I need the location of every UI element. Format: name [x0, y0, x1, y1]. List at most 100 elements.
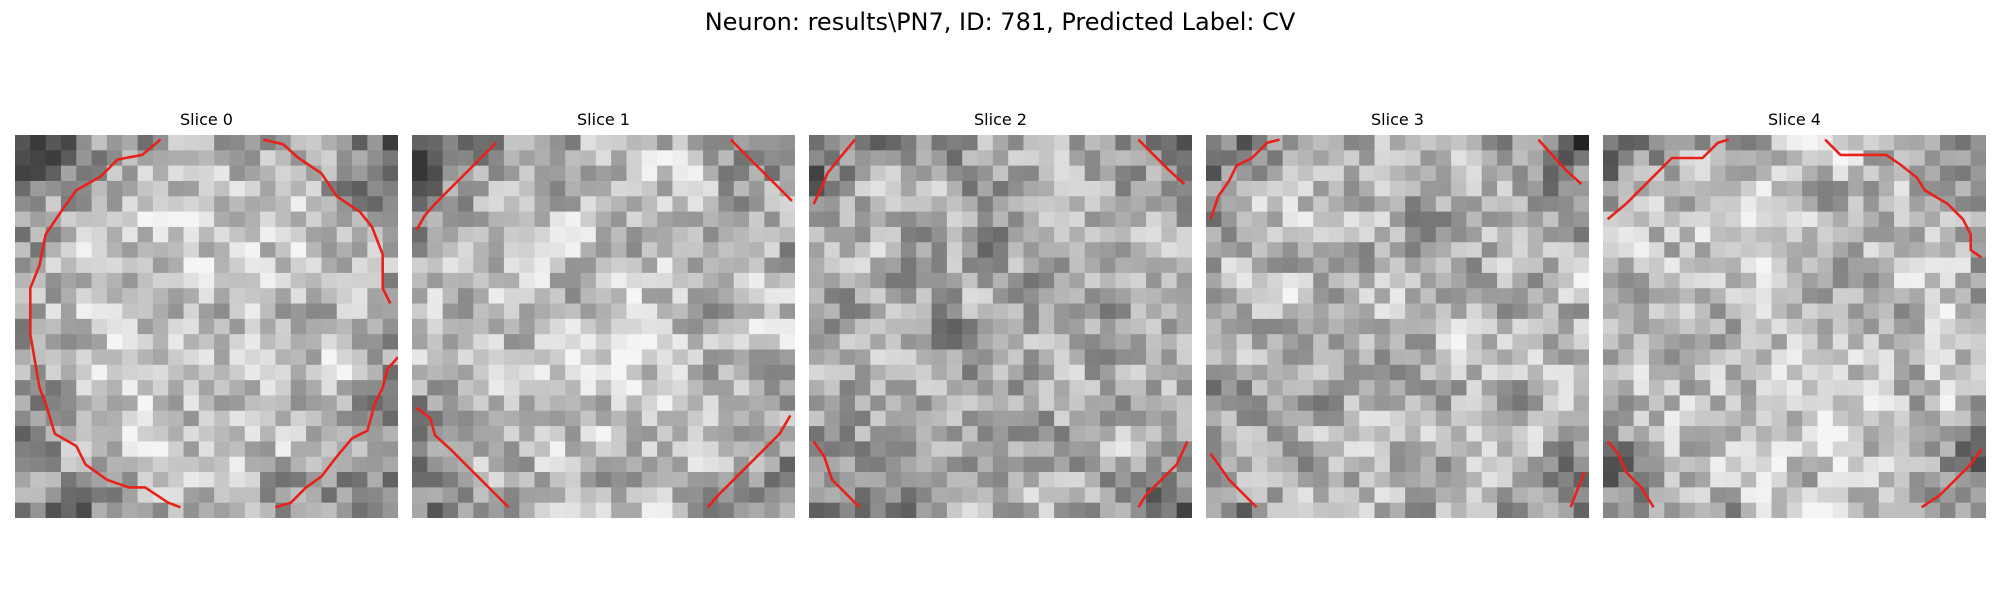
image-pixel — [657, 395, 674, 412]
image-pixel — [1466, 502, 1483, 518]
image-pixel — [1236, 257, 1253, 274]
image-pixel — [1802, 226, 1819, 243]
image-pixel — [1786, 334, 1803, 351]
image-pixel — [427, 395, 444, 412]
image-pixel — [1176, 502, 1192, 518]
image-pixel — [1648, 410, 1665, 427]
image-pixel — [382, 196, 398, 213]
image-pixel — [626, 288, 643, 305]
image-pixel — [1374, 242, 1391, 259]
image-pixel — [854, 242, 871, 259]
image-pixel — [1603, 226, 1619, 243]
image-pixel — [1221, 318, 1238, 335]
image-pixel — [1100, 395, 1116, 412]
image-pixel — [1282, 349, 1299, 366]
image-pixel — [824, 441, 841, 458]
image-pixel — [992, 456, 1009, 473]
image-pixel — [1023, 135, 1040, 151]
image-pixel — [1282, 334, 1299, 351]
image-pixel — [885, 226, 902, 243]
image-pixel — [1008, 180, 1025, 197]
image-pixel — [1863, 257, 1880, 274]
image-pixel — [580, 242, 597, 259]
image-pixel — [1603, 502, 1619, 518]
image-pixel — [168, 395, 185, 412]
image-pixel — [76, 502, 93, 518]
image-pixel — [1221, 410, 1238, 427]
image-pixel — [1115, 211, 1132, 228]
image-pixel — [1740, 288, 1757, 305]
image-pixel — [1435, 395, 1452, 412]
image-pixel — [275, 288, 292, 305]
image-pixel — [1527, 395, 1544, 412]
image-pixel — [306, 135, 322, 151]
image-pixel — [106, 441, 123, 458]
image-pixel — [1374, 364, 1391, 381]
image-pixel — [733, 211, 750, 228]
image-pixel — [1221, 150, 1238, 167]
image-pixel — [1955, 165, 1972, 182]
image-pixel — [687, 303, 704, 320]
image-pixel — [1328, 441, 1345, 458]
image-pixel — [412, 349, 428, 366]
contour-line — [415, 141, 498, 231]
image-pixel — [1069, 456, 1086, 473]
image-pixel — [91, 288, 108, 305]
image-pixel — [809, 272, 825, 289]
image-pixel — [382, 380, 398, 397]
image-pixel — [657, 426, 674, 442]
image-pixel — [382, 165, 398, 182]
image-pixel — [1497, 288, 1513, 305]
image-pixel — [1100, 502, 1116, 518]
image-pixel — [1878, 502, 1895, 518]
image-pixel — [779, 502, 795, 518]
image-pixel — [854, 135, 871, 151]
image-pixel — [1955, 364, 1972, 381]
image-pixel — [703, 456, 719, 473]
image-pixel — [427, 364, 444, 381]
image-pixel — [626, 196, 643, 213]
image-pixel — [1633, 441, 1650, 458]
image-pixel — [916, 487, 933, 504]
image-pixel — [1267, 196, 1284, 213]
image-pixel — [30, 410, 47, 427]
image-pixel — [1543, 211, 1559, 228]
image-pixel — [1909, 349, 1926, 366]
image-pixel — [1848, 487, 1865, 504]
image-pixel — [672, 456, 689, 473]
image-pixel — [1359, 502, 1376, 518]
image-pixel — [1420, 487, 1437, 504]
image-pixel — [1725, 165, 1742, 182]
image-pixel — [687, 135, 704, 151]
image-pixel — [60, 165, 77, 182]
image-pixel — [275, 349, 292, 366]
image-pixel — [336, 165, 353, 182]
image-pixel — [565, 257, 582, 274]
image-pixel — [45, 272, 62, 289]
image-pixel — [611, 288, 628, 305]
image-pixel — [1054, 242, 1071, 259]
image-pixel — [1679, 196, 1696, 213]
image-pixel — [1527, 150, 1544, 167]
image-pixel — [977, 180, 994, 197]
image-pixel — [442, 395, 459, 412]
image-pixel — [488, 226, 505, 243]
image-pixel — [473, 349, 490, 366]
image-pixel — [321, 502, 338, 518]
image-pixel — [1878, 180, 1895, 197]
image-pixel — [580, 395, 597, 412]
image-pixel — [916, 441, 933, 458]
slice-image-4 — [1603, 135, 1986, 518]
image-pixel — [1221, 456, 1238, 473]
image-pixel — [1328, 303, 1345, 320]
image-pixel — [214, 303, 231, 320]
image-pixel — [595, 211, 612, 228]
image-pixel — [412, 502, 428, 518]
image-pixel — [1603, 456, 1619, 473]
image-pixel — [1389, 456, 1406, 473]
image-pixel — [152, 472, 169, 488]
image-pixel — [1038, 272, 1055, 289]
image-pixel — [1633, 135, 1650, 151]
image-pixel — [1618, 380, 1635, 397]
image-pixel — [1069, 395, 1086, 412]
